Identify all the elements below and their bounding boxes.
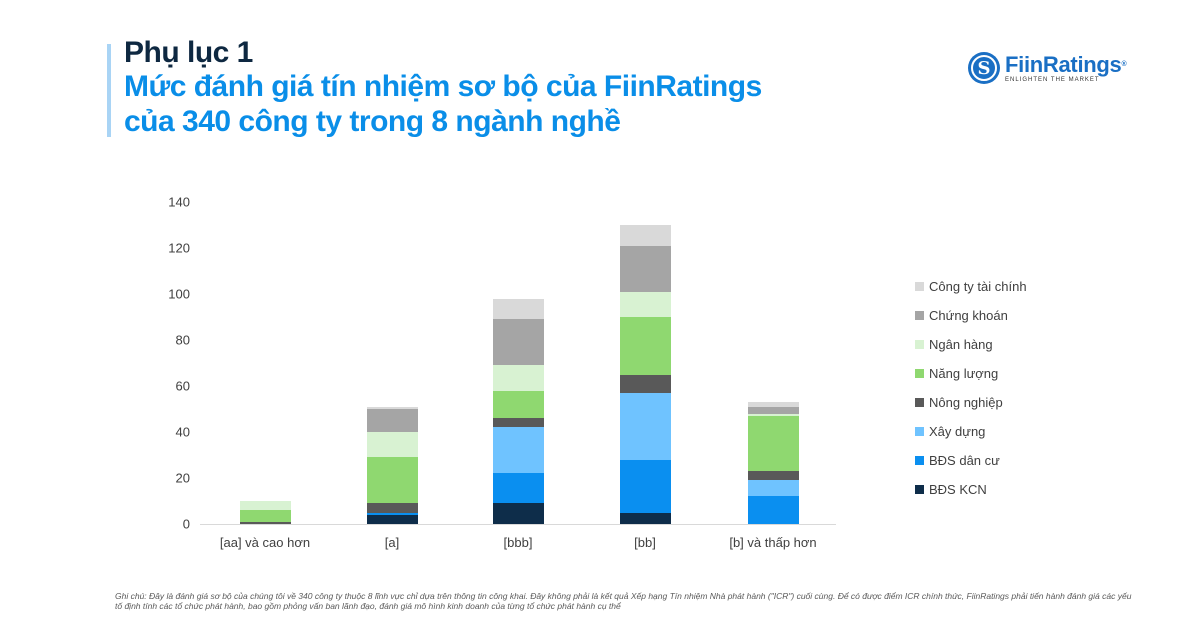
bar-segment <box>748 480 799 497</box>
footnote: Ghi chú: Đây là đánh giá sơ bộ của chúng… <box>115 591 1132 611</box>
logo-tagline: ENLIGHTEN THE MARKET <box>1005 76 1100 83</box>
bar-segment <box>493 418 544 428</box>
bar-segment <box>748 413 799 416</box>
bar-segment <box>748 471 799 481</box>
bar-segment <box>493 473 544 504</box>
bar-segment <box>367 512 418 515</box>
legend-item: Năng lượng <box>915 359 1027 388</box>
legend-label: BĐS KCN <box>929 482 987 497</box>
x-tick-label: [b] và thấp hơn <box>729 535 817 550</box>
legend-item: BĐS dân cư <box>915 446 1027 475</box>
legend-swatch-icon <box>915 282 924 291</box>
logo-name: FiinRatings® <box>1005 51 1127 77</box>
y-tick-label: 140 <box>168 194 190 210</box>
legend-item: Nông nghiệp <box>915 388 1027 417</box>
bar-segment <box>493 298 544 320</box>
bar-4 <box>748 402 799 524</box>
chart-legend: Công ty tài chính Chứng khoán Ngân hàng Năn… <box>915 272 1027 504</box>
legend-item: Xây dựng <box>915 417 1027 446</box>
legend-label: Ngân hàng <box>929 337 993 352</box>
legend-swatch-icon <box>915 311 924 320</box>
bar-segment <box>240 501 291 511</box>
bar-0 <box>240 501 291 524</box>
bar-segment <box>620 374 671 393</box>
bar-segment <box>493 427 544 474</box>
bar-segment <box>367 457 418 504</box>
legend-label: Nông nghiệp <box>929 395 1003 410</box>
bar-segment <box>367 406 418 410</box>
x-tick-label: [a] <box>384 535 400 550</box>
legend-item: BĐS KCN <box>915 475 1027 504</box>
x-axis-line <box>200 524 836 525</box>
bar-segment <box>367 514 418 524</box>
bar-segment <box>493 390 544 419</box>
bar-segment <box>620 392 671 460</box>
legend-label: Công ty tài chính <box>929 279 1027 294</box>
bar-segment <box>748 415 799 472</box>
x-tick-label: [aa] và cao hơn <box>219 535 311 550</box>
bar-segment <box>748 406 799 414</box>
y-tick-label: 20 <box>175 470 190 486</box>
logo-s-icon: S <box>968 52 1000 84</box>
legend-swatch-icon <box>915 485 924 494</box>
bar-segment <box>620 291 671 318</box>
bar-segment <box>493 319 544 366</box>
legend-swatch-icon <box>915 369 924 378</box>
legend-item: Ngân hàng <box>915 330 1027 359</box>
title-accent-bar <box>107 44 111 137</box>
title-main-line2: của 340 công ty trong 8 ngành nghề <box>124 105 621 138</box>
legend-swatch-icon <box>915 427 924 436</box>
legend-item: Công ty tài chính <box>915 272 1027 301</box>
bar-segment <box>748 496 799 524</box>
bar-segment <box>493 365 544 391</box>
y-tick-label: 120 <box>168 240 190 256</box>
bar-3 <box>620 225 671 524</box>
bar-segment <box>620 459 671 513</box>
y-tick-label: 80 <box>175 332 190 348</box>
legend-label: Xây dựng <box>929 424 986 439</box>
bar-2 <box>493 298 544 524</box>
bar-segment <box>620 245 671 292</box>
legend-label: Năng lượng <box>929 366 999 381</box>
legend-label: Chứng khoán <box>929 308 1008 323</box>
x-tick-label: [bbb] <box>503 535 533 550</box>
bar-segment <box>367 432 418 458</box>
bar-1 <box>367 406 418 524</box>
bar-segment <box>240 510 291 522</box>
bar-segment <box>367 503 418 513</box>
legend-label: BĐS dân cư <box>929 453 1000 468</box>
bar-segment <box>620 225 671 246</box>
bar-segment <box>620 512 671 524</box>
fiinratings-logo: S FiinRatings® ENLIGHTEN THE MARKET <box>968 51 1127 84</box>
y-tick-label: 0 <box>182 516 190 532</box>
y-tick-label: 40 <box>175 424 190 440</box>
legend-swatch-icon <box>915 456 924 465</box>
page-title: Phụ lục 1 Mức đánh giá tín nhiệm sơ bộ c… <box>124 38 762 140</box>
bar-segment <box>748 402 799 407</box>
x-tick-label: [bb] <box>634 535 656 550</box>
bar-segment <box>493 503 544 524</box>
bar-segment <box>240 521 291 524</box>
title-main-line1: Mức đánh giá tín nhiệm sơ bộ của FiinRat… <box>124 70 762 103</box>
legend-item: Chứng khoán <box>915 301 1027 330</box>
y-tick-label: 100 <box>168 286 190 302</box>
bar-segment <box>620 317 671 375</box>
legend-swatch-icon <box>915 398 924 407</box>
legend-swatch-icon <box>915 340 924 349</box>
bar-segment <box>367 409 418 433</box>
title-appendix: Phụ lục 1 <box>124 36 253 69</box>
y-tick-label: 60 <box>175 378 190 394</box>
